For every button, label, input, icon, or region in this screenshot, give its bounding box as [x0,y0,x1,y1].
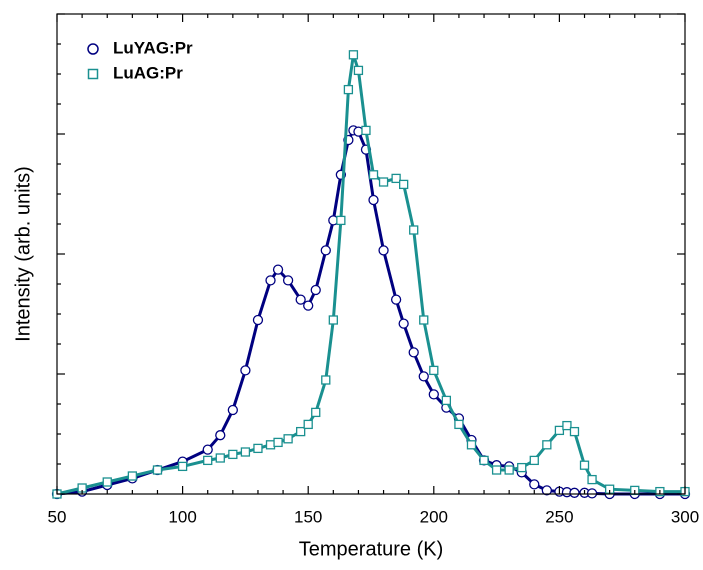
series-line [56,54,685,496]
data-point [542,440,552,450]
data-point [428,389,439,400]
data-point [479,455,489,466]
data-point [310,284,321,296]
data-point [441,395,452,406]
data-point [517,462,527,473]
data-point [529,455,539,466]
data-point [569,426,580,437]
data-point [265,440,276,450]
data-point [253,443,263,454]
data-point [454,419,464,430]
data-point [311,407,321,418]
data-point [529,479,540,490]
data-point [504,465,514,475]
data-point [215,453,225,463]
data-point [398,318,409,329]
x-axis-label: Temperature (K) [299,538,444,560]
legend-marker [87,43,99,55]
data-point [240,365,251,376]
data-point [265,275,276,286]
data-point [228,449,238,460]
data-point [177,461,188,472]
data-point [296,426,306,437]
legend-label: LuAG:Pr [113,63,183,82]
data-point [273,437,283,448]
x-tick-label: 200 [420,507,448,526]
data-point [579,460,590,470]
data-point [569,487,580,498]
x-tick-label: 300 [671,507,699,526]
data-point [283,434,293,444]
data-point [353,65,364,76]
data-point [361,125,371,136]
data-point [343,84,354,95]
data-point [320,245,331,256]
data-point [562,420,572,431]
data-point [390,294,402,305]
data-point [272,264,284,275]
data-point [491,465,502,475]
data-point [202,444,213,455]
data-point [215,430,226,441]
data-point [252,314,264,326]
data-point [409,225,419,235]
data-point [328,315,338,325]
legend-label: LuYAG:Pr [113,38,193,57]
data-point [282,275,294,286]
data-point [227,404,238,416]
data-point [368,170,379,180]
data-point [391,173,401,184]
data-point [466,440,477,450]
data-point [378,177,389,187]
data-point [336,215,346,226]
data-point [399,179,409,190]
data-point [303,419,313,430]
x-tick-label: 150 [294,507,322,526]
series-line [56,128,685,496]
data-point [429,365,439,376]
data-point [152,465,163,475]
data-point [541,485,552,496]
plot-frame [56,13,686,495]
data-point [303,300,314,311]
data-point [240,447,251,457]
data-point [203,455,213,466]
data-point [378,245,389,256]
data-point [295,294,306,305]
data-point [419,315,429,325]
x-tick-label: 250 [545,507,573,526]
legend-marker [87,68,99,80]
data-point [418,371,429,382]
data-point [348,50,359,60]
data-point [127,471,138,481]
x-tick-label: 100 [168,507,196,526]
x-tick-label: 50 [48,507,67,526]
data-point [587,474,597,485]
data-point [554,425,565,436]
data-point [368,194,379,206]
data-point [102,477,112,487]
y-axis-label: Intensity (arb. units) [12,166,34,342]
data-point [408,347,419,358]
data-point [321,375,331,385]
